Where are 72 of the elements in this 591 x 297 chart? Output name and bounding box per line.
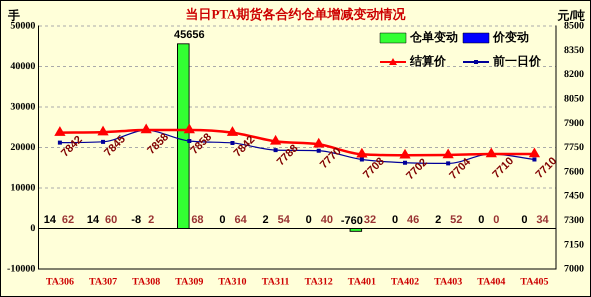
point: [357, 149, 367, 158]
text: 2: [148, 214, 154, 226]
data-label: 0: [521, 214, 528, 226]
y2-axis-title: 元/吨: [556, 8, 585, 22]
y-tick-label: 40000: [10, 61, 36, 72]
x-tick-label: TA402: [390, 276, 420, 288]
point: [443, 150, 453, 158]
x-tick-label: TA404: [477, 276, 506, 288]
point: [270, 136, 280, 145]
data-label: 0: [219, 214, 226, 226]
y-tick-label: 50000: [10, 20, 36, 32]
text: 64: [234, 214, 247, 226]
y2-tick-label: 7900: [564, 118, 584, 129]
y2-tick-label: 8500: [564, 20, 584, 32]
point: [141, 124, 151, 134]
text: 52: [450, 214, 462, 226]
x-tick-label: TA312: [304, 276, 333, 288]
x-tick-label: TA310: [218, 276, 247, 288]
x-tick-label: TA405: [520, 276, 549, 288]
y-tick-label: 20000: [10, 142, 36, 154]
legend-label: 前一日价: [492, 54, 542, 68]
text: 46: [407, 214, 420, 226]
text: 40: [320, 214, 333, 226]
data-label: 0: [478, 214, 484, 226]
y2-tick-label: 7750: [564, 142, 584, 154]
legend-label: 价变动: [492, 30, 529, 44]
text: 62: [62, 214, 74, 226]
legend-label: 仓单变动: [409, 30, 458, 44]
x-tick-label: TA307: [88, 276, 118, 288]
text: 60: [105, 214, 118, 226]
point: [486, 148, 496, 158]
y-axis-title: 手: [7, 8, 20, 22]
text: 54: [278, 214, 290, 226]
legend-label: 结算价: [409, 54, 447, 68]
point: [98, 126, 108, 136]
y-tick-label: 0: [30, 223, 36, 234]
text: 32: [364, 214, 376, 226]
y2-tick-label: 8050: [564, 93, 584, 104]
x-tick-label: TA403: [434, 276, 462, 288]
x-tick-label: TA311: [262, 276, 290, 288]
x-tick-label: TA401: [348, 276, 376, 288]
point: [530, 148, 540, 158]
data-label: 14: [86, 214, 100, 226]
data-label: 2: [262, 214, 269, 226]
y2-tick-label: 8200: [564, 69, 584, 80]
y2-tick-label: 7450: [564, 190, 584, 202]
text: 0: [493, 214, 500, 226]
data-label: 2: [435, 214, 442, 226]
x-tick-label: TA306: [46, 276, 74, 288]
data-label: 0: [392, 214, 398, 226]
y-tick-label: 30000: [10, 102, 36, 113]
chart-title: 当日PTA期货各合约仓单增减变动情况: [185, 6, 407, 22]
text: 68: [191, 214, 204, 226]
x-tick-label: TA309: [175, 276, 204, 288]
point: [400, 150, 410, 159]
text: 34: [536, 214, 549, 226]
data-label: -760: [340, 215, 363, 228]
y2-tick-label: 7300: [564, 214, 584, 226]
data-label: 45656: [174, 29, 205, 42]
data-label: -8: [131, 214, 142, 226]
y2-tick-label: 7000: [564, 264, 584, 275]
data-label: 0: [306, 214, 312, 226]
data-label: 14: [44, 214, 57, 226]
y2-tick-label: 7150: [564, 239, 584, 250]
y-tick-label: -10000: [6, 264, 36, 275]
y2-tick-label: 8350: [564, 44, 584, 56]
point: [55, 127, 65, 136]
x-tick-label: TA308: [132, 276, 160, 288]
y2-tick-label: 7600: [564, 166, 584, 178]
point: [184, 124, 194, 134]
point: [228, 127, 238, 136]
y-tick-label: 10000: [10, 182, 36, 194]
